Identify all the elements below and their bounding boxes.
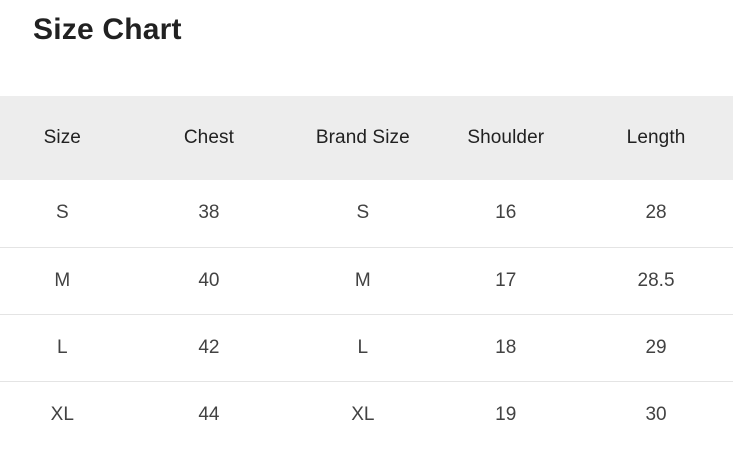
cell-size: M [0,247,125,315]
table-body: S 38 S 16 28 M 40 M 17 28.5 L 42 L 18 29 [0,180,733,448]
header-row: Size Chest Brand Size Shoulder Length [0,96,733,180]
cell-size: S [0,180,125,248]
cell-chest: 44 [124,381,294,448]
cell-length: 28.5 [579,247,733,315]
cell-shoulder: 19 [432,381,580,448]
cell-length: 29 [579,314,733,382]
column-header-length: Length [579,96,733,180]
column-header-size: Size [0,96,125,180]
cell-brand-size: L [293,314,433,382]
cell-brand-size: XL [293,381,433,448]
cell-shoulder: 18 [432,314,580,382]
cell-chest: 42 [124,314,294,382]
column-header-brand-size: Brand Size [293,96,433,180]
cell-size: L [0,314,125,382]
cell-size: XL [0,381,125,448]
cell-chest: 40 [124,247,294,315]
size-chart-panel: Size Chart Size Chest Brand Size Shoulde… [0,12,733,465]
cell-shoulder: 17 [432,247,580,315]
table-row-xl: XL 44 XL 19 30 [0,381,733,448]
column-header-chest: Chest [124,96,294,180]
page-title: Size Chart [33,13,182,46]
table-row-m: M 40 M 17 28.5 [0,247,733,315]
cell-chest: 38 [124,180,294,248]
cell-shoulder: 16 [432,180,580,248]
table-row-l: L 42 L 18 29 [0,314,733,382]
column-header-shoulder: Shoulder [432,96,580,180]
cell-brand-size: M [293,247,433,315]
cell-length: 30 [579,381,733,448]
size-chart-table: Size Chest Brand Size Shoulder Length S … [0,96,733,448]
table-row-s: S 38 S 16 28 [0,180,733,248]
cell-brand-size: S [293,180,433,248]
table-header: Size Chest Brand Size Shoulder Length [0,96,733,180]
cell-length: 28 [579,180,733,248]
